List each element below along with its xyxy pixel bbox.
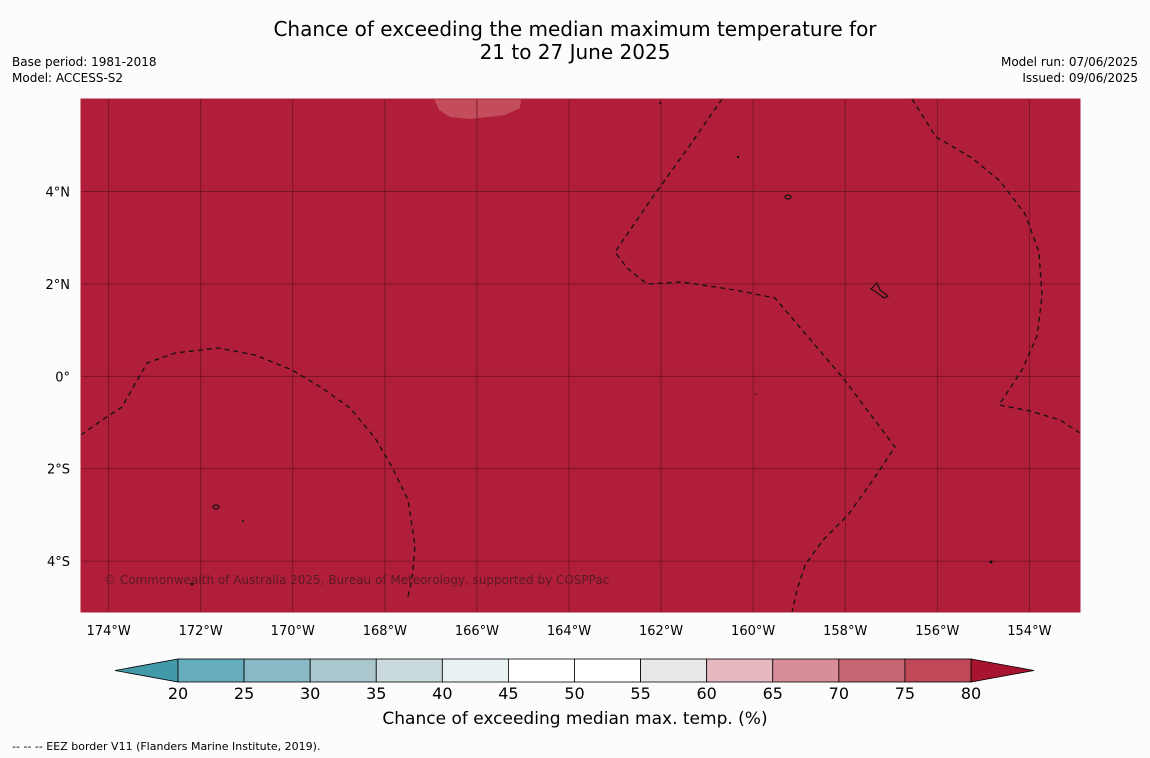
meta-left: Base period: 1981-2018 Model: ACCESS-S2: [12, 54, 157, 86]
colorbar-tick-label: 30: [300, 684, 320, 703]
island-dot: [736, 155, 740, 159]
colorbar-tick-label: 70: [829, 684, 849, 703]
lon-tick-label: 170°W: [271, 624, 315, 639]
lat-tick-label: 4°N: [46, 185, 71, 200]
model-text: Model: ACCESS-S2: [12, 71, 124, 85]
lon-tick-label: 160°W: [731, 624, 775, 639]
eez-border-northeast: [614, 98, 896, 613]
colorbar-segment: [904, 658, 972, 683]
map-panel: [80, 98, 1081, 613]
colorbar-segment: [243, 658, 311, 683]
lon-tick-label: 164°W: [547, 624, 591, 639]
colorbar-segment: [772, 658, 840, 683]
lat-tick-label: 0°: [55, 370, 70, 385]
colorbar-under-arrow: [114, 658, 179, 683]
colorbar-segment: [309, 658, 377, 683]
lower-probability-patch: [434, 99, 521, 119]
map-title-line1: Chance of exceeding the median maximum t…: [273, 17, 877, 41]
island-dot: [755, 393, 757, 395]
colorbar-tick-label: 20: [168, 684, 188, 703]
eez-border-east: [911, 98, 1081, 434]
colorbar-tick-label: 55: [630, 684, 650, 703]
model-run-text: Model run: 07/06/2025: [1000, 55, 1138, 69]
colorbar-tick-label: 35: [366, 684, 386, 703]
eez-border-southwest: [80, 347, 416, 601]
probability-fill: [81, 99, 1080, 612]
colorbar-tick-label: 50: [564, 684, 584, 703]
lon-tick-label: 168°W: [363, 624, 407, 639]
graticule: [81, 99, 1080, 612]
lon-tick-label: 166°W: [455, 624, 499, 639]
colorbar-tick-label: 80: [961, 684, 981, 703]
lat-tick-label: 2°S: [47, 463, 70, 478]
copyright-notice: © Commonwealth of Australia 2025, Bureau…: [104, 573, 610, 587]
colorbar-tick-label: 75: [895, 684, 915, 703]
colorbar-segment: [177, 658, 245, 683]
colorbar-segment: [441, 658, 509, 683]
lon-tick-label: 158°W: [823, 624, 867, 639]
lat-tick-label: 4°S: [47, 555, 70, 570]
colorbar-segment: [838, 658, 906, 683]
map-frame: [80, 98, 1081, 613]
map-title: Chance of exceeding the median maximum t…: [0, 18, 1150, 64]
island-dot: [659, 102, 661, 104]
issued-text: Issued: 09/06/2025: [1022, 71, 1138, 85]
lon-tick-label: 154°W: [1007, 624, 1051, 639]
colorbar-tick-label: 65: [763, 684, 783, 703]
colorbar-tick-label: 40: [432, 684, 452, 703]
meta-right: Model run: 07/06/2025 Issued: 09/06/2025: [1001, 54, 1138, 86]
colorbar-tick-label: 45: [498, 684, 518, 703]
colorbar-segment: [508, 658, 575, 683]
lon-tick-label: 156°W: [915, 624, 959, 639]
island-dot: [190, 582, 194, 586]
latitude-axis: 4°N 2°N 0° 2°S 4°S: [46, 185, 71, 570]
lon-tick-label: 174°W: [87, 624, 131, 639]
base-period-text: Base period: 1981-2018: [12, 55, 157, 69]
colorbar-segment: [706, 658, 774, 683]
colorbar-title: Chance of exceeding median max. temp. (%…: [382, 709, 768, 729]
lon-tick-label: 162°W: [639, 624, 683, 639]
colorbar-segment: [574, 658, 641, 683]
island-dot: [989, 560, 993, 564]
colorbar-tick-label: 60: [696, 684, 716, 703]
lon-tick-label: 172°W: [179, 624, 223, 639]
colorbar-segment: [375, 658, 443, 683]
colorbar: 20 25 30 35 40 45 50 55 60 65 70 75 80: [114, 658, 1035, 703]
colorbar-segment: [640, 658, 708, 683]
colorbar-over-arrow: [970, 658, 1035, 683]
map-title-line2: 21 to 27 June 2025: [479, 40, 671, 64]
island-outline: [784, 194, 792, 200]
colorbar-tick-label: 25: [234, 684, 254, 703]
eez-footnote: -- -- -- EEZ border V11 (Flanders Marine…: [12, 740, 321, 753]
island-dot: [242, 520, 244, 522]
longitude-axis: 174°W 172°W 170°W 168°W 166°W 164°W 162°W 160°W…: [87, 624, 1052, 639]
island-outline: [212, 504, 220, 510]
lat-tick-label: 2°N: [46, 278, 71, 293]
island-outline: [870, 281, 890, 299]
